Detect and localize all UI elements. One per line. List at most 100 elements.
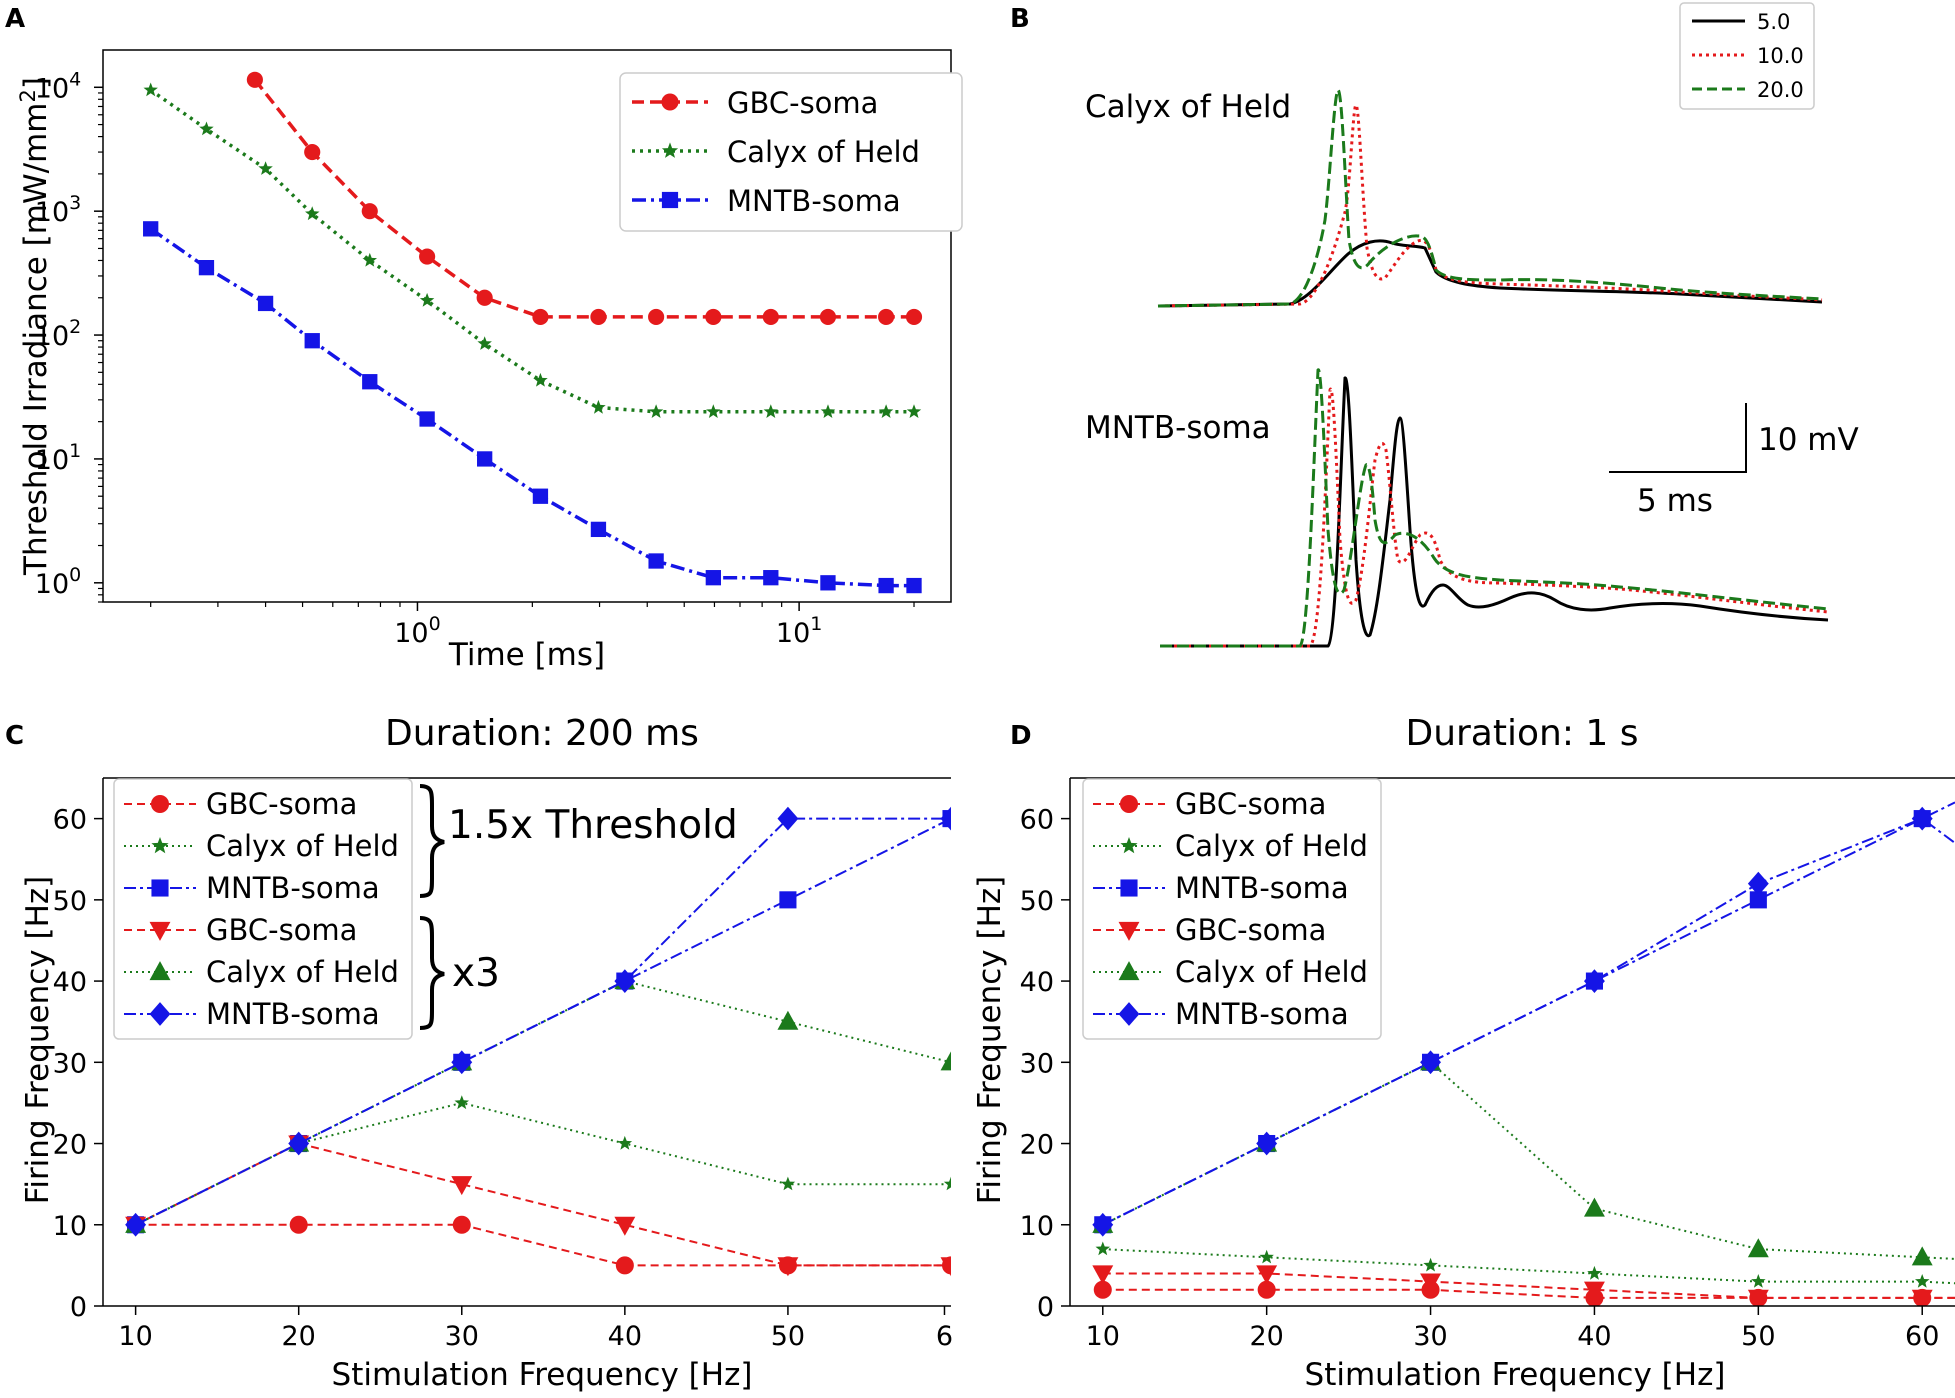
panel-a-legend: GBC-soma Calyx of Held MNTB-soma	[619, 72, 963, 232]
panel-d-point	[1749, 891, 1767, 909]
panel-a-point	[590, 308, 607, 326]
panel-c-point	[940, 1257, 951, 1277]
panel-label-b: B	[1010, 4, 1030, 34]
panel-d-point	[1420, 1273, 1442, 1293]
panel-a-legend-label: Calyx of Held	[727, 135, 920, 169]
panel-d-point	[1911, 1246, 1933, 1266]
panel-d-point	[1095, 1241, 1110, 1256]
panel-d-x-tick-label: 10	[1086, 1321, 1120, 1352]
panel-c-point	[615, 1256, 634, 1275]
panel-a-point	[143, 82, 158, 97]
panel-a-point	[258, 161, 273, 175]
panel-b-legend-20-label: 20.0	[1757, 78, 1804, 102]
panel-c-legend-marker	[150, 794, 170, 814]
panel-c-point	[940, 1051, 951, 1071]
panel-d-point	[1747, 871, 1769, 896]
panel-d-point	[1911, 1289, 1933, 1306]
panel-c-point	[289, 1215, 308, 1234]
panel-a-point	[476, 289, 493, 306]
panel-d-series-line-3	[1102, 1272, 1955, 1299]
panel-c-point	[780, 1176, 796, 1191]
panel-a-point	[905, 308, 923, 326]
panel-c-legend-label: GBC-soma	[206, 787, 357, 821]
panel-a-legend-marker	[661, 93, 679, 111]
panel-a-point	[143, 221, 159, 237]
panel-d-y-tick-label: 50	[1020, 886, 1054, 917]
panel-d-point	[1420, 1050, 1442, 1075]
panel-a-point	[419, 411, 435, 427]
panel-a-point	[648, 553, 664, 569]
panel-a-y-tick-label: 101	[35, 440, 81, 476]
panel-d-legend-label: Calyx of Held	[1175, 829, 1368, 863]
panel-d-y-tick-label: 40	[1020, 967, 1054, 998]
panel-d-legend-marker	[1118, 961, 1140, 981]
panel-b-scalebar: 10 mV 5 ms	[1609, 403, 1859, 519]
panel-d-point	[1092, 1212, 1114, 1237]
panel-b-legend-10-label: 10.0	[1757, 44, 1804, 68]
panel-c-y-tick-label: 0	[70, 1292, 87, 1323]
panel-a-legend-marker	[661, 142, 679, 158]
panel-c-legend-marker	[149, 921, 171, 941]
panel-d-x-tick-label: 40	[1577, 1321, 1611, 1352]
panel-c-y-tick-label: 30	[53, 1048, 87, 1079]
annotation-x3: x3	[452, 951, 500, 996]
panel-c-point	[614, 1216, 636, 1236]
panel-d-legend-marker	[1119, 794, 1139, 814]
panel-a-series-line-2	[149, 227, 914, 588]
panel-c-point	[617, 1135, 633, 1150]
panel-d-point	[1423, 1257, 1438, 1272]
panel-label-a: A	[5, 4, 25, 34]
panel-a-point	[533, 372, 548, 387]
brace-1-5x-icon	[419, 784, 445, 898]
panel-d-point	[1256, 1265, 1278, 1285]
panel-a-point	[906, 404, 922, 418]
panel-d-legend-marker	[1120, 837, 1138, 854]
panel-d-point	[1256, 1131, 1278, 1156]
panel-a-point	[820, 404, 836, 418]
panel-d-xlabel: Stimulation Frequency [Hz]	[1305, 1357, 1726, 1393]
panel-c-legend-label: GBC-soma	[206, 913, 357, 947]
panel-d-legend-marker	[1120, 879, 1138, 897]
panel-d-point	[1583, 1281, 1605, 1301]
panel-d-point	[1747, 1289, 1769, 1306]
panel-d-legend-label: GBC-soma	[1175, 787, 1326, 821]
panel-a-y-tick-label: 103	[35, 192, 81, 228]
panel-d-legend-label: MNTB-soma	[1175, 997, 1349, 1031]
panel-c-x-tick-label: 40	[608, 1321, 642, 1352]
panel-c-series-line-4	[135, 980, 951, 1226]
panel-a-point	[199, 121, 214, 136]
panel-d-ylabel: Firing Frequency [Hz]	[972, 876, 1008, 1205]
panel-c-x-tick-label: 10	[118, 1321, 152, 1352]
brace-x3-icon	[419, 916, 445, 1030]
panel-d-legend: GBC-soma Calyx of Held MNTB-soma GBC-soma Ca…	[1082, 778, 1382, 1040]
panel-d-point	[1747, 1238, 1769, 1258]
panel-d-legend-label: GBC-soma	[1175, 913, 1326, 947]
panel-c-point	[940, 806, 951, 831]
panel-a-point	[762, 308, 779, 326]
panel-a-point	[705, 570, 721, 586]
panel-c-legend-label: Calyx of Held	[206, 829, 399, 863]
panel-c-legend-marker	[151, 879, 169, 897]
panel-d-y-tick-label: 10	[1020, 1211, 1054, 1242]
panel-b-legend-5: 5.0	[1692, 10, 1790, 34]
panel-c-point	[777, 1010, 799, 1030]
panel-a-series-line-1	[149, 88, 914, 414]
calyx-trace-20ms	[1157, 88, 1823, 308]
panel-a-legend-label: GBC-soma	[727, 86, 878, 120]
panel-a-point	[304, 333, 320, 349]
panel-c-point	[452, 1215, 471, 1234]
panel-c-x-tick-label: 6	[936, 1321, 953, 1352]
panel-c-chart: Duration: 200 ms 10 20 30 40 50 6010203040506…	[20, 713, 953, 1393]
panel-b-calyx-label: Calyx of Held	[1085, 89, 1291, 125]
calyx-trace-5ms	[1157, 239, 1823, 308]
panel-a-point	[878, 577, 894, 594]
panel-b-legend-5-label: 5.0	[1757, 10, 1790, 34]
panel-c-legend-marker	[149, 1002, 171, 1026]
panel-c-series-line-0	[135, 1223, 951, 1267]
panel-d-title: Duration: 1 s	[1405, 713, 1638, 754]
panel-a-y-tick-label: 102	[35, 316, 81, 352]
panel-a-point	[878, 308, 895, 326]
panel-a-ylabel: Threshold Irradiance [mW/mm2]	[16, 77, 54, 576]
panel-d-series-line-1	[1102, 1248, 1955, 1285]
panel-c-point	[125, 1212, 147, 1237]
